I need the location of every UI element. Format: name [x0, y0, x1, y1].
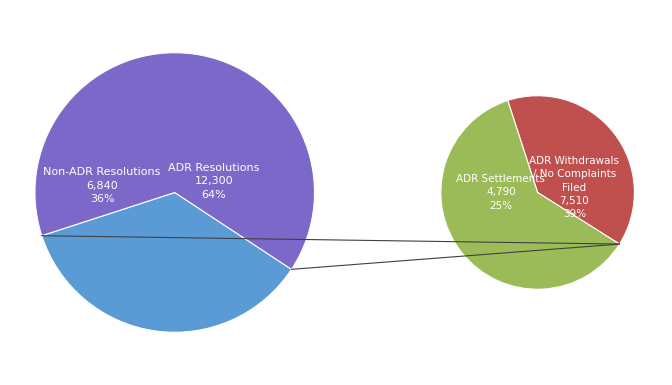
- Wedge shape: [42, 192, 292, 332]
- Wedge shape: [508, 96, 634, 244]
- Text: ADR Withdrawals
/ No Complaints
Filed
7,510
39%: ADR Withdrawals / No Complaints Filed 7,…: [530, 156, 620, 219]
- Wedge shape: [441, 100, 620, 289]
- Text: Non-ADR Resolutions
6,840
36%: Non-ADR Resolutions 6,840 36%: [44, 167, 161, 204]
- Text: ADR Resolutions
12,300
64%: ADR Resolutions 12,300 64%: [168, 163, 259, 199]
- Wedge shape: [35, 53, 314, 270]
- Text: ADR Settlements
4,790
25%: ADR Settlements 4,790 25%: [456, 174, 545, 211]
